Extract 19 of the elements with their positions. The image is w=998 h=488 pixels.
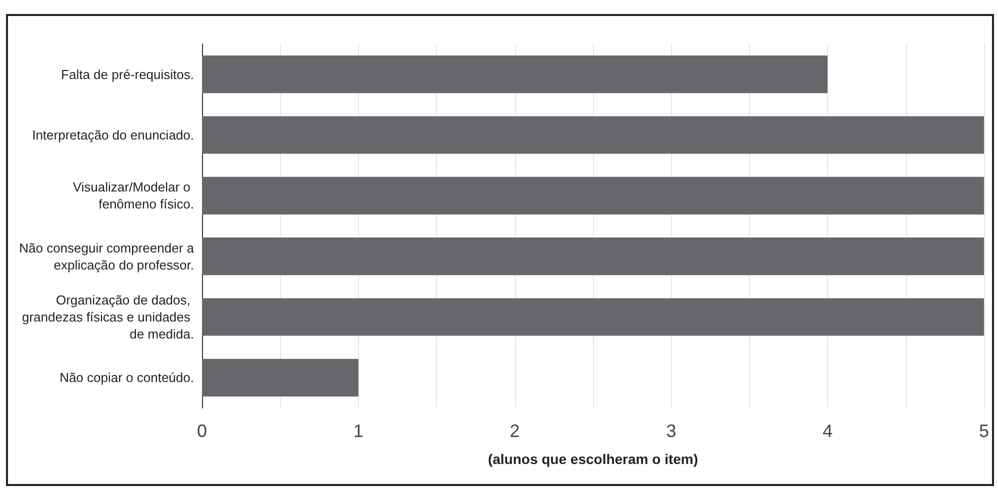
x-tick-label: 2	[510, 421, 520, 441]
x-tick-label: 0	[196, 421, 208, 441]
y-tick-label: Organização de dados, grandezas físicas e unidades de medida.	[22, 292, 194, 342]
y-tick-label: Não conseguir compreender a explicação do professor.	[19, 240, 195, 272]
y-tick-label: Visualizar/Modelar o fenômeno físico.	[72, 180, 194, 212]
bar	[202, 358, 358, 396]
x-tick-label: 3	[666, 421, 676, 441]
x-tick-label: 5	[978, 421, 989, 441]
bar	[202, 56, 828, 94]
bar	[202, 298, 984, 336]
x-tick-label: 4	[822, 421, 833, 441]
y-tick-label: Interpretação do enunciado.	[32, 128, 194, 142]
x-tick-label: 1	[353, 421, 364, 441]
x-axis-title: (alunos que escolheram o item)	[488, 451, 698, 467]
y-tick-label: Falta de pré-requisitos.	[61, 66, 194, 82]
bar	[202, 238, 984, 276]
bar	[202, 116, 984, 154]
y-tick-label: Não copiar o conteúdo.	[60, 370, 194, 386]
bar	[202, 176, 984, 214]
